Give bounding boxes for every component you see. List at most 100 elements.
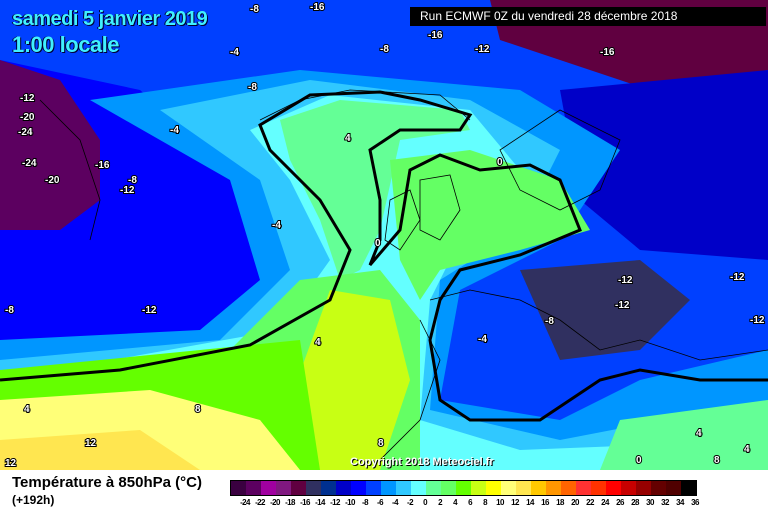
legend-label: -12 xyxy=(330,498,340,507)
contour-label: -12 xyxy=(475,44,490,55)
contour-label: 4 xyxy=(744,444,750,455)
contour-label: -12 xyxy=(20,93,35,104)
legend-label: 10 xyxy=(496,498,504,507)
field-dark-east xyxy=(560,70,768,260)
contour-label: -8 xyxy=(128,175,137,186)
copyright: Copyright 2018 Meteociel.fr xyxy=(350,456,494,468)
contour-label: 0 xyxy=(375,238,381,249)
contour-label: -4 xyxy=(478,334,487,345)
legend-swatch xyxy=(531,481,546,495)
legend-label: -22 xyxy=(255,498,265,507)
contour-label: -16 xyxy=(600,47,615,58)
legend-swatch xyxy=(351,481,366,495)
zero-contour xyxy=(0,90,768,422)
legend-label: -16 xyxy=(300,498,310,507)
legend-label: 22 xyxy=(586,498,594,507)
legend-label: -2 xyxy=(407,498,414,507)
legend-swatch xyxy=(246,481,261,495)
temperature-map: -8 -16-16-8 -12 -16-4-8-12-20-24-24-20-16-8… xyxy=(0,0,768,470)
legend-swatch xyxy=(576,481,591,495)
legend-swatch xyxy=(276,481,291,495)
contour-label: -12 xyxy=(120,185,135,196)
legend-swatch xyxy=(501,481,516,495)
legend-swatch xyxy=(231,481,246,495)
contour-label: -16 xyxy=(310,2,325,13)
contour-label: -12 xyxy=(142,305,157,316)
legend-swatch xyxy=(441,481,456,495)
contour-label: -12 xyxy=(730,272,745,283)
contour-label: -4 xyxy=(170,125,179,136)
contour-label: 0 xyxy=(497,157,503,168)
field-purple-northwest xyxy=(0,60,100,230)
legend-label: 4 xyxy=(453,498,457,507)
contour-label: -4 xyxy=(272,220,281,231)
legend-label: 16 xyxy=(541,498,549,507)
contour-label: 4 xyxy=(696,428,702,439)
field-dark-southeast xyxy=(520,260,690,360)
legend-label: 28 xyxy=(631,498,639,507)
color-legend xyxy=(230,480,697,496)
legend-label: 0 xyxy=(423,498,427,507)
contour-label: 4 xyxy=(315,337,321,348)
legend-swatch xyxy=(261,481,276,495)
legend-swatch xyxy=(651,481,666,495)
contour-label: -4 xyxy=(230,47,239,58)
legend-swatch xyxy=(561,481,576,495)
legend-label: 32 xyxy=(661,498,669,507)
legend-swatch xyxy=(426,481,441,495)
contour-label: -8 xyxy=(5,305,14,316)
coastlines xyxy=(39,89,768,461)
legend-swatch xyxy=(546,481,561,495)
legend-label: -14 xyxy=(315,498,325,507)
legend-swatch xyxy=(336,481,351,495)
legend-label: 2 xyxy=(438,498,442,507)
forecast-lead: (+192h) xyxy=(12,493,55,507)
contour-label: 12 xyxy=(5,458,17,469)
contour-label: -20 xyxy=(20,112,35,123)
contour-label: -16 xyxy=(428,30,443,41)
legend-label: -8 xyxy=(362,498,369,507)
contour-label: -12 xyxy=(750,315,765,326)
field-green-uk xyxy=(390,150,590,300)
contour-label: -24 xyxy=(22,158,37,169)
legend-label: 24 xyxy=(601,498,609,507)
legend-label: 8 xyxy=(483,498,487,507)
field-green-east xyxy=(600,400,768,470)
legend-label: 12 xyxy=(511,498,519,507)
contour-label: -12 xyxy=(618,275,633,286)
contour-label: 8 xyxy=(714,455,720,466)
contour-label: 4 xyxy=(24,404,30,415)
legend-label: 18 xyxy=(556,498,564,507)
legend-swatch xyxy=(456,481,471,495)
legend-swatch xyxy=(666,481,681,495)
contour-label: -8 xyxy=(545,316,554,327)
legend-swatch xyxy=(471,481,486,495)
contour-label: 0 xyxy=(636,455,642,466)
legend-swatch xyxy=(621,481,636,495)
legend-swatch xyxy=(291,481,306,495)
contour-label: 12 xyxy=(85,438,97,449)
contour-label: -24 xyxy=(18,127,33,138)
contour-label: 8 xyxy=(378,438,384,449)
field-green-greenland xyxy=(280,100,470,280)
legend-label: -6 xyxy=(377,498,384,507)
legend-swatch xyxy=(516,481,531,495)
contour-label: -8 xyxy=(248,82,257,93)
contour-label: -20 xyxy=(45,175,60,186)
legend-swatch xyxy=(636,481,651,495)
contour-label: 8 xyxy=(195,404,201,415)
legend-label: 6 xyxy=(468,498,472,507)
legend-swatch xyxy=(396,481,411,495)
legend-label: -20 xyxy=(270,498,280,507)
legend-swatch xyxy=(606,481,621,495)
legend-label: -18 xyxy=(285,498,295,507)
legend-label: 36 xyxy=(691,498,699,507)
legend-swatch xyxy=(591,481,606,495)
legend-swatch xyxy=(321,481,336,495)
legend-swatch xyxy=(486,481,501,495)
valid-date: samedi 5 janvier 2019 xyxy=(12,8,208,30)
legend-swatch xyxy=(411,481,426,495)
contour-label: -8 xyxy=(250,4,259,15)
field-lime xyxy=(290,290,410,470)
run-info: Run ECMWF 0Z du vendredi 28 décembre 201… xyxy=(410,7,766,26)
